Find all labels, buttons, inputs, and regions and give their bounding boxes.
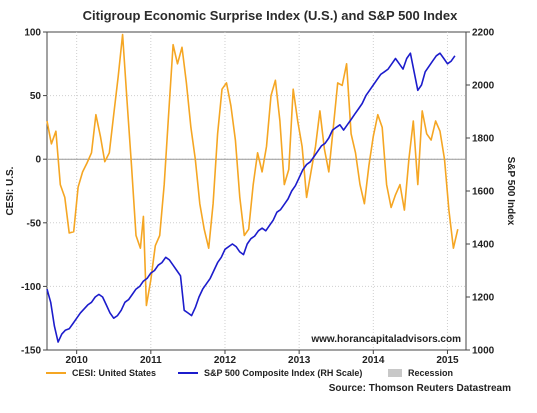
x-tick-label: 2015	[436, 355, 459, 366]
legend: CESI: United States S&P 500 Composite Ind…	[46, 368, 453, 378]
x-tick-label: 2011	[140, 355, 162, 366]
left-tick-label: 50	[30, 91, 42, 102]
x-tick-label: 2010	[66, 355, 89, 366]
left-tick-label: -50	[27, 218, 42, 229]
right-axis-label: S&P 500 Index	[505, 157, 516, 226]
left-tick-label: -100	[21, 282, 41, 293]
left-axis-ticks: -150 -100 -50 0 50 100	[21, 28, 47, 357]
legend-label: Recession	[408, 368, 453, 378]
right-tick-label: 1800	[472, 134, 495, 145]
right-tick-label: 1400	[472, 240, 495, 251]
right-tick-label: 1200	[472, 293, 495, 304]
source-note: Source: Thomson Reuters Datastream	[329, 383, 511, 394]
right-tick-label: 2000	[472, 81, 495, 92]
right-tick-label: 2200	[472, 28, 495, 39]
chart-title: Citigroup Economic Surprise Index (U.S.)…	[83, 8, 458, 23]
plot-area	[46, 31, 467, 351]
left-tick-label: -150	[21, 346, 41, 357]
right-tick-label: 1000	[472, 346, 495, 357]
right-tick-label: 1600	[472, 187, 495, 198]
legend-swatch-recession	[388, 369, 402, 377]
x-tick-label: 2012	[214, 355, 237, 366]
left-tick-label: 0	[35, 155, 41, 166]
right-axis-ticks: 1000 1200 1400 1600 1800 2000 2200	[466, 28, 495, 357]
left-axis-label: CESI: U.S.	[5, 166, 16, 215]
x-tick-label: 2013	[288, 355, 311, 366]
series-lines	[46, 33, 459, 343]
series-cesi-line	[46, 33, 459, 307]
watermark: www.horancapitaladvisors.com	[310, 334, 461, 345]
legend-label: S&P 500 Composite Index (RH Scale)	[204, 368, 362, 378]
x-tick-label: 2014	[362, 355, 385, 366]
left-tick-label: 100	[24, 28, 41, 39]
legend-label: CESI: United States	[72, 368, 156, 378]
series-spx-line	[46, 52, 456, 343]
x-axis-ticks: 2010 2011 2012 2013 2014 2015	[66, 350, 459, 366]
